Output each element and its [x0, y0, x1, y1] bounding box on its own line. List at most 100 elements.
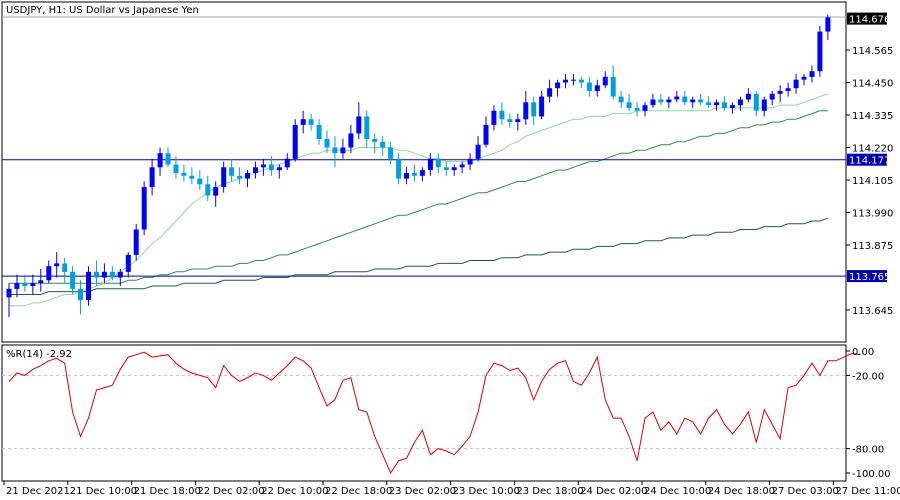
candle: [634, 102, 640, 117]
ma-fast-line: [9, 93, 829, 307]
candle: [46, 260, 52, 284]
candle: [817, 26, 823, 77]
candle: [78, 280, 83, 315]
candle: [221, 161, 227, 193]
candle: [427, 153, 433, 176]
time-tick-label: 21 Dec 10:00: [70, 486, 137, 497]
time-tick-label: 27 Dec 03:00: [772, 486, 839, 497]
candle: [419, 167, 425, 182]
candle: [745, 88, 751, 103]
candle: [380, 136, 386, 156]
candle: [411, 164, 417, 182]
ma-mid-line: [9, 110, 828, 284]
williams-r-line: [2, 351, 860, 475]
candle: [165, 147, 171, 168]
price-label-text: 113.765: [849, 272, 890, 283]
candle: [38, 269, 44, 292]
time-tick-label: 21 Dec 18:00: [134, 486, 201, 497]
candle: [602, 71, 608, 89]
candle: [499, 102, 505, 125]
candle: [467, 153, 473, 171]
candle: [793, 74, 799, 94]
candle: [189, 167, 195, 185]
candle: [149, 158, 155, 196]
price-tick-label: 114.335: [852, 111, 893, 122]
candle: [372, 133, 378, 154]
candle: [157, 147, 163, 176]
candle: [205, 175, 211, 202]
candle: [268, 156, 274, 176]
candle: [133, 223, 139, 261]
time-tick-label: 22 Dec 10:00: [261, 486, 328, 497]
candle: [610, 65, 616, 100]
candle: [125, 252, 131, 278]
price-tick-label: 113.645: [852, 306, 893, 317]
time-tick-label: 24 Dec 10:00: [644, 486, 711, 497]
candle: [586, 76, 592, 97]
candle: [237, 167, 243, 185]
candle: [539, 91, 545, 120]
candle: [260, 158, 266, 176]
candle: [483, 116, 489, 148]
candle: [507, 113, 513, 128]
price-tick-label: 114.105: [852, 176, 893, 187]
horizontal-lines: [2, 159, 846, 277]
candle: [825, 14, 831, 41]
candle: [459, 161, 465, 173]
indicator-tick-label: -20.00: [852, 371, 884, 382]
price-label-tag: 114.676: [847, 12, 890, 26]
main-chart-title: USDJPY, H1: US Dollar vs Japanese Yen: [6, 5, 199, 16]
candle: [388, 141, 394, 165]
candle: [698, 93, 704, 106]
candle: [761, 96, 767, 117]
candle: [300, 110, 306, 134]
indicator-axis: 0.00 -20.00 -80.00 -100.00: [846, 347, 891, 480]
candle: [6, 283, 12, 318]
candle: [324, 130, 330, 154]
candle: [197, 170, 203, 190]
time-tick-label: 21 Dec 2021: [6, 486, 70, 497]
candle: [753, 91, 759, 117]
candle: [674, 91, 680, 103]
candle: [253, 161, 258, 179]
candle: [141, 181, 147, 236]
candle: [62, 257, 68, 284]
time-tick-label: 23 Dec 18:00: [516, 486, 583, 497]
price-tick-label: 114.220: [852, 144, 893, 155]
candles: [6, 14, 831, 318]
candle: [523, 91, 529, 125]
candle: [475, 136, 481, 162]
candle: [101, 263, 107, 284]
indicator-tick-label: -80.00: [852, 445, 884, 456]
candle: [348, 124, 354, 154]
candle: [714, 99, 720, 111]
candle: [364, 110, 370, 148]
candle: [491, 105, 497, 131]
candle: [785, 82, 791, 97]
candle: [276, 164, 282, 179]
candle: [769, 91, 775, 106]
candle: [229, 158, 235, 182]
time-tick-label: 22 Dec 18:00: [325, 486, 392, 497]
candle: [109, 266, 115, 281]
time-tick-label: 23 Dec 10:00: [453, 486, 520, 497]
price-tick-label: 114.450: [852, 79, 893, 90]
candle: [181, 164, 187, 182]
candle: [682, 91, 688, 106]
candle: [650, 93, 656, 108]
candle: [22, 274, 28, 292]
candle: [284, 153, 290, 171]
price-tick-label: 113.990: [852, 209, 893, 220]
time-tick-label: 22 Dec 02:00: [197, 486, 264, 497]
price-tick-label: 113.875: [852, 241, 893, 252]
candle: [173, 156, 179, 179]
candle: [316, 119, 322, 145]
candle: [396, 153, 402, 185]
time-tick-label: 24 Dec 18:00: [708, 486, 775, 497]
candle: [594, 79, 600, 97]
candle: [404, 167, 409, 185]
price-label-text: 114.676: [849, 15, 890, 26]
price-axis: 114.565 114.450 114.335 114.220 114.105 113.9…: [846, 12, 893, 317]
candle: [117, 269, 123, 286]
